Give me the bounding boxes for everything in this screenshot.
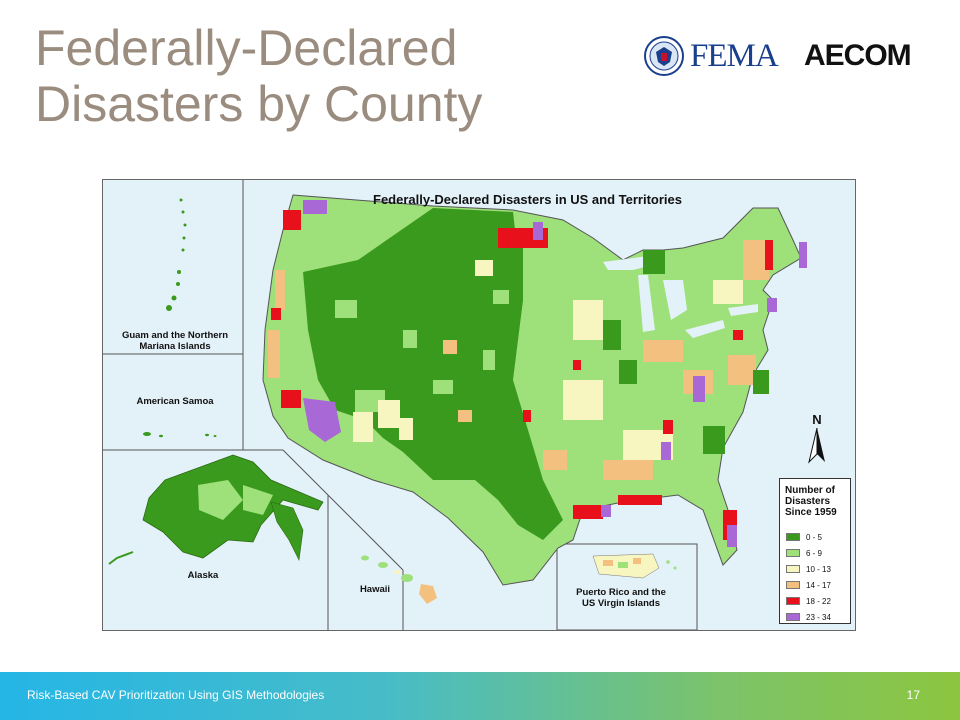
- samoa-label: American Samoa: [136, 396, 214, 407]
- inset-dividers: [103, 180, 698, 630]
- legend-swatch: [786, 581, 800, 589]
- legend-swatch: [786, 549, 800, 557]
- legend-item: 23 - 34: [786, 609, 831, 625]
- legend-item: 6 - 9: [786, 545, 831, 561]
- footer-bar: Risk-Based CAV Prioritization Using GIS …: [0, 672, 960, 720]
- dhs-seal-icon: [644, 36, 684, 76]
- legend-title: Number of Disasters Since 1959: [785, 485, 837, 518]
- north-label: N: [812, 412, 822, 427]
- legend-swatch: [786, 565, 800, 573]
- legend-items: 0 - 5 6 - 9 10 - 13 14 - 17 18 - 22 23 -…: [786, 529, 831, 625]
- legend-swatch: [786, 613, 800, 621]
- legend-swatch: [786, 597, 800, 605]
- county-patches-purple: [303, 200, 807, 547]
- fema-logo: FEMA: [690, 38, 779, 74]
- puerto-rico-label: Puerto Rico and the US Virgin Islands: [576, 587, 666, 609]
- footer-text: Risk-Based CAV Prioritization Using GIS …: [27, 688, 325, 702]
- aecom-logo: AECOM: [804, 39, 912, 72]
- legend-label: 18 - 22: [806, 596, 831, 606]
- north-arrow: N: [803, 412, 831, 468]
- legend-label: 0 - 5: [806, 532, 823, 542]
- legend-label: 6 - 9: [806, 548, 823, 558]
- map-title: Federally-Declared Disasters in US and T…: [373, 192, 682, 207]
- hawaii-label: Hawaii: [359, 584, 391, 595]
- legend-label: 10 - 13: [806, 564, 831, 574]
- logo-bar: FEMA AECOM: [640, 34, 930, 78]
- county-patches-orange: [268, 240, 769, 480]
- great-lakes: [603, 256, 758, 338]
- puerto-rico-shape: [592, 553, 677, 579]
- legend-item: 18 - 22: [786, 593, 831, 609]
- alaska-shape: [108, 454, 324, 565]
- legend-item: 14 - 17: [786, 577, 831, 593]
- hawaii-islands: [361, 555, 437, 604]
- legend-label: 14 - 17: [806, 580, 831, 590]
- map-graphic: [103, 180, 807, 630]
- page-number: 17: [906, 688, 920, 702]
- legend-label: 23 - 34: [806, 612, 831, 622]
- disaster-map: Federally-Declared Disasters in US and T…: [102, 179, 856, 631]
- slide-title-line1: Federally-Declared: [35, 20, 458, 76]
- north-arrow-icon: [808, 428, 825, 464]
- county-patches-light: [335, 290, 509, 412]
- slide-title-line2: Disasters by County: [35, 76, 483, 132]
- county-patches-cream: [353, 260, 743, 460]
- guam-label: Guam and the Northern Mariana Islands: [121, 330, 229, 352]
- legend-swatch: [786, 533, 800, 541]
- guam-islands: [166, 198, 187, 311]
- slide-title: Federally-Declared Disasters by County: [35, 20, 595, 132]
- samoa-islands: [143, 432, 217, 438]
- region-plains-dark: [433, 240, 563, 540]
- county-patches-dark: [603, 250, 769, 454]
- legend: Number of Disasters Since 1959 0 - 5 6 -…: [779, 478, 851, 624]
- legend-item: 0 - 5: [786, 529, 831, 545]
- alaska-label: Alaska: [187, 570, 219, 581]
- legend-item: 10 - 13: [786, 561, 831, 577]
